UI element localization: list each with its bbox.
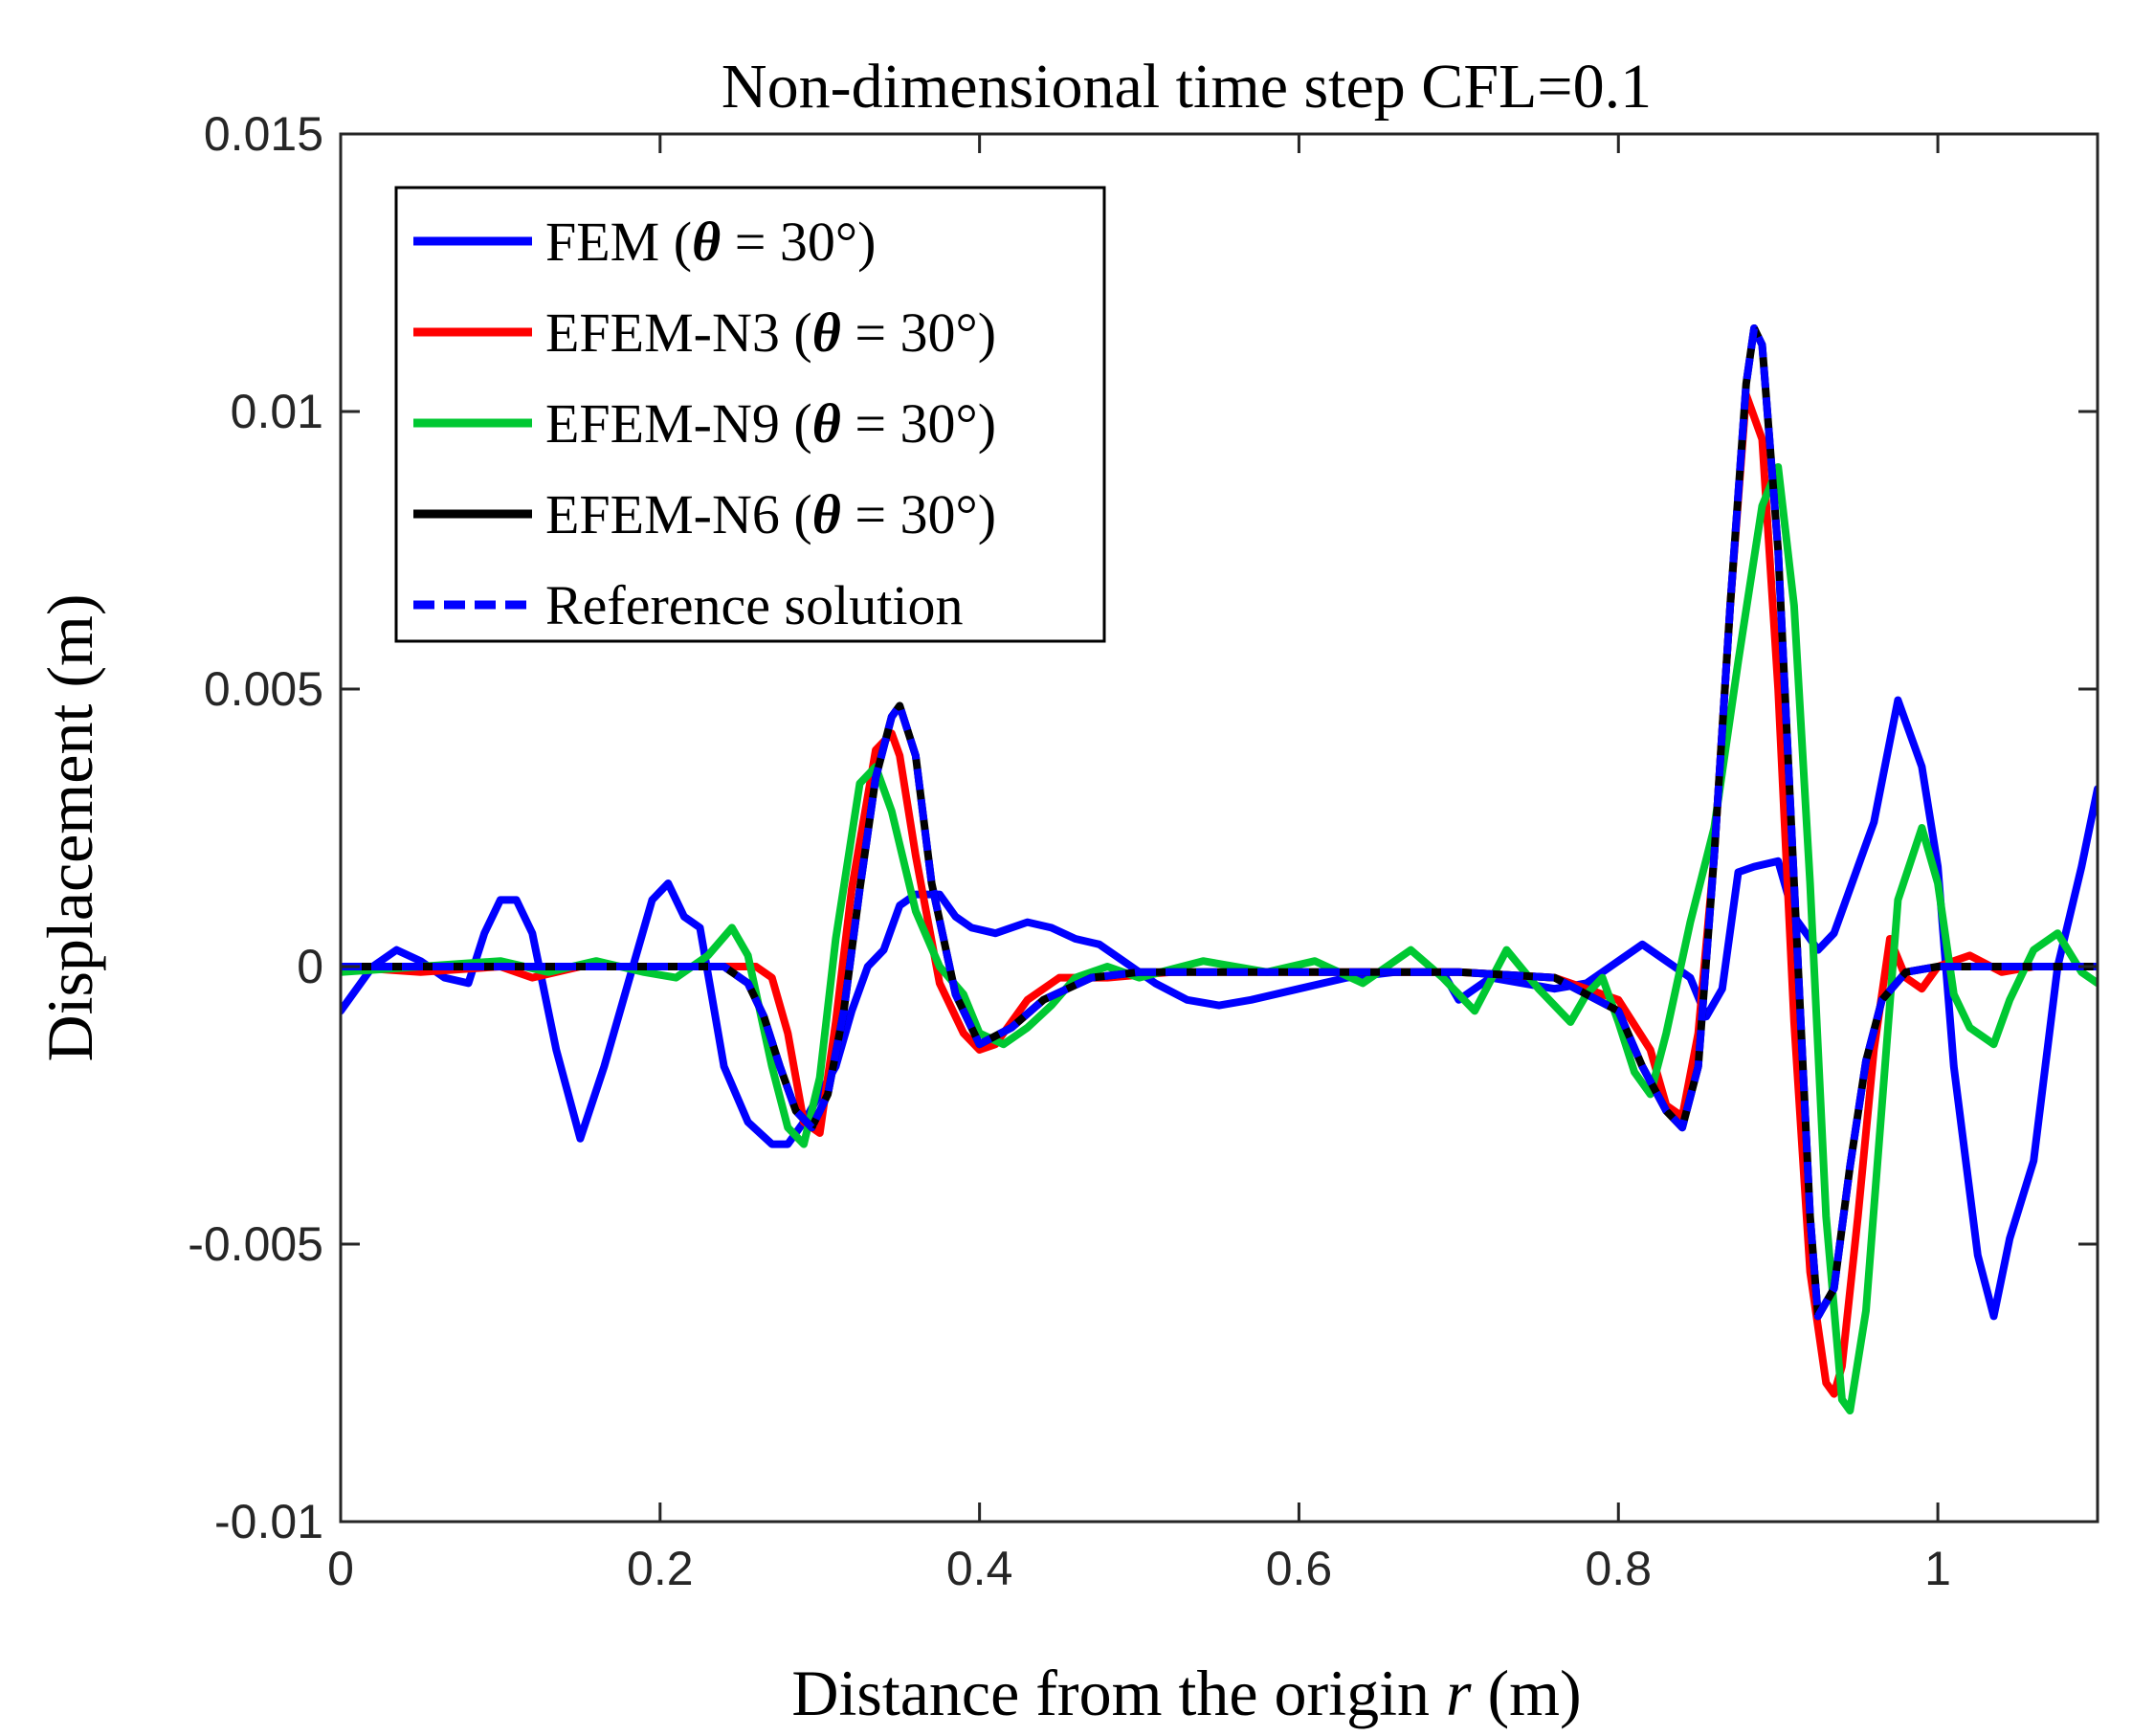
plot-area [339, 132, 2099, 1524]
x-tick-label: 0.2 [627, 1542, 694, 1595]
legend-label-suffix: = 30°) [841, 301, 996, 364]
y-tick-label: -0.005 [188, 1217, 323, 1271]
series-line-fem [341, 696, 2098, 1321]
x-tick-label: 0.6 [1266, 1542, 1333, 1595]
legend-label-suffix: = 30°) [721, 211, 876, 273]
ticks-layer: 0 0.2 0.4 0.6 0.8 1 -0.01 -0.005 0 0.005 0.01 0.015 [188, 107, 2098, 1595]
theta-symbol: θ [812, 301, 841, 364]
legend: FEM (θ = 30°)EFEM-N3 (θ = 30°)EFEM-N9 (θ… [394, 186, 1106, 643]
y-tick-label: 0.015 [204, 107, 323, 161]
y-tick-label: 0.005 [204, 662, 323, 716]
theta-symbol: θ [812, 392, 841, 455]
legend-label-suffix: = 30°) [841, 392, 996, 455]
y-tick-label: 0 [297, 940, 323, 993]
legend-label: EFEM-N9 (θ = 30°) [545, 392, 996, 455]
theta-symbol: θ [692, 211, 721, 273]
x-tick-label: 0.8 [1586, 1542, 1653, 1595]
x-tick-label: 1 [1924, 1542, 1951, 1595]
y-tick-label: -0.01 [214, 1495, 323, 1548]
legend-label: EFEM-N3 (θ = 30°) [545, 301, 996, 364]
x-tick-label: 0.4 [946, 1542, 1013, 1595]
theta-symbol: θ [812, 483, 841, 545]
legend-label-name: EFEM-N3 ( [545, 301, 812, 364]
x-axis-label-unit: (m) [1487, 1657, 1581, 1729]
chart-title: Non-dimensional time step CFL=0.1 [722, 52, 1652, 122]
legend-label-suffix: = 30°) [841, 483, 996, 545]
x-axis-label-var: r [1446, 1657, 1472, 1729]
y-axis-label: Displacement (m) [33, 593, 106, 1061]
legend-label-name: EFEM-N6 ( [545, 483, 812, 545]
y-tick-label: 0.01 [231, 385, 323, 438]
legend-box [394, 186, 1106, 643]
x-axis-label-text: Distance from the origin [791, 1657, 1430, 1729]
legend-label-name: FEM ( [545, 211, 692, 273]
legend-label: Reference solution [545, 574, 963, 636]
series-line-efem-n9 [341, 463, 2098, 1414]
legend-label-name: EFEM-N9 ( [545, 392, 812, 455]
legend-label: FEM (θ = 30°) [545, 211, 876, 273]
series-layer [341, 324, 2098, 1414]
x-axis-label: Distance from the origin r (m) [791, 1657, 1581, 1729]
x-tick-label: 0 [327, 1542, 354, 1595]
legend-label: EFEM-N6 (θ = 30°) [545, 483, 996, 545]
axes-box [339, 132, 2099, 1524]
series-line-reference-solution [341, 324, 2098, 1321]
